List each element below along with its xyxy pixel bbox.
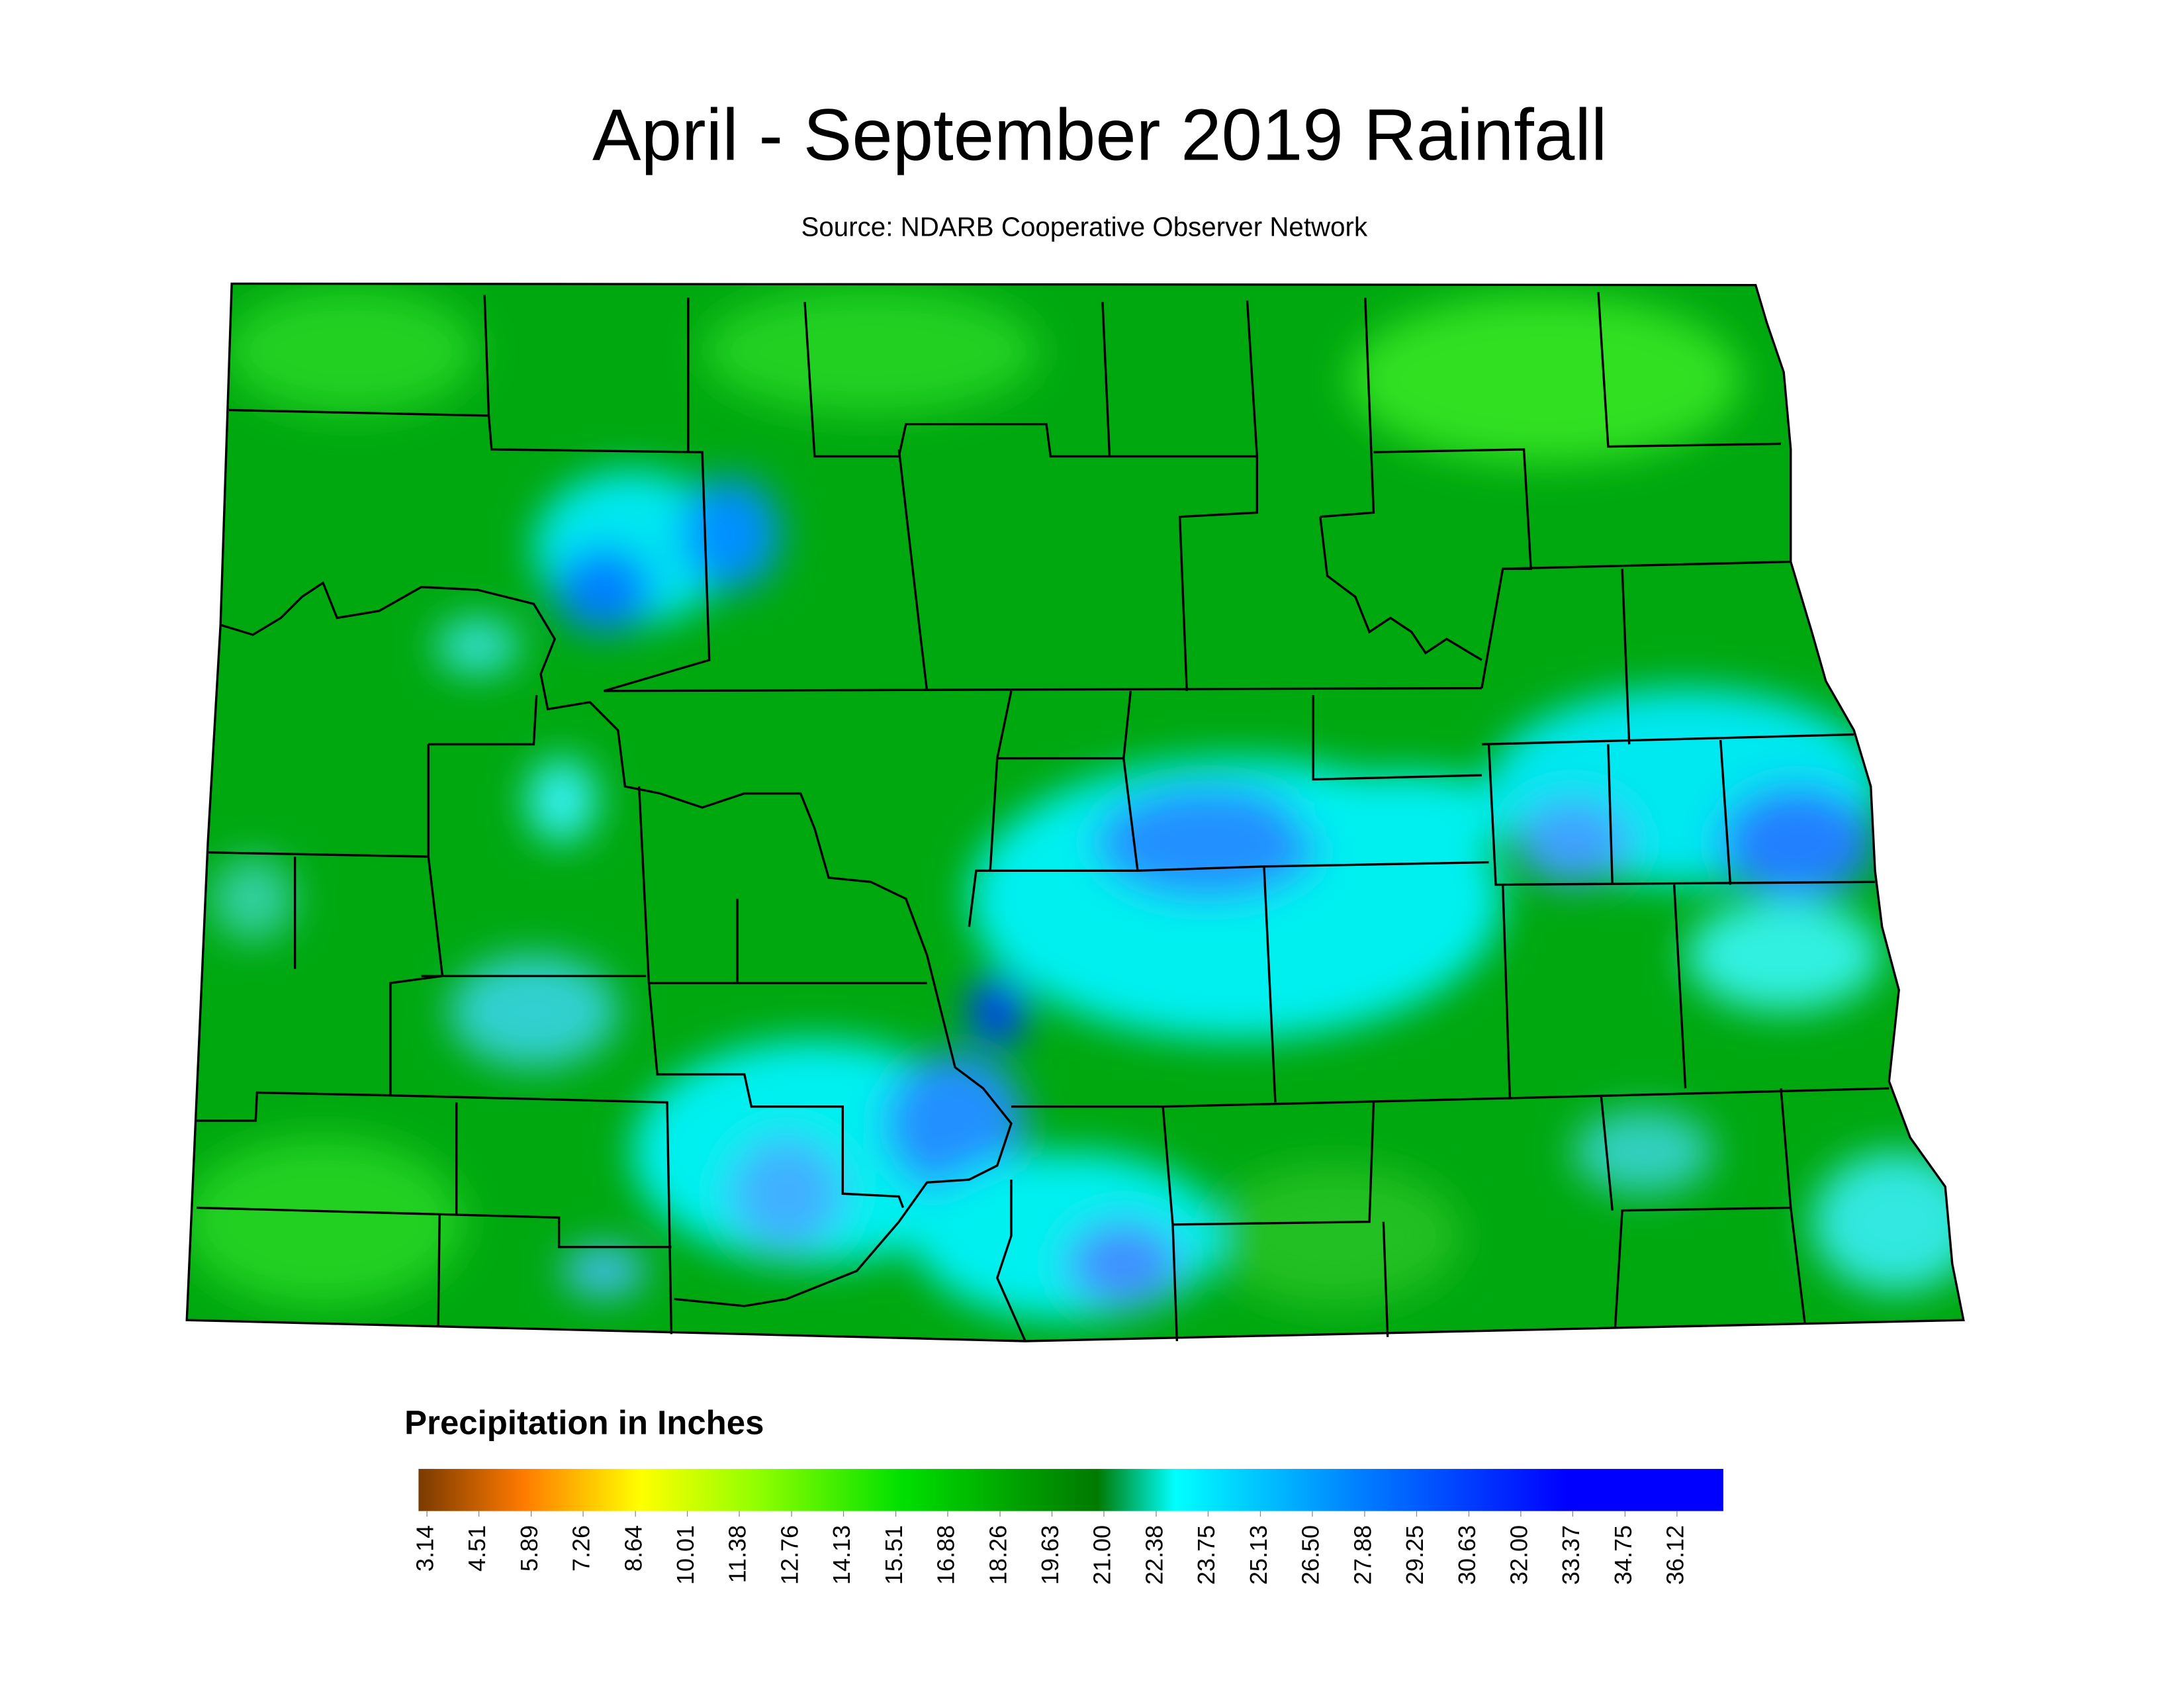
colorbar-tick-label: 12.76 [776,1525,803,1585]
colorbar-tick-label: 5.89 [516,1525,543,1571]
source: Source: NDARB Cooperative Observer Netwo… [801,212,1367,242]
colorbar-tick-label: 29.25 [1401,1525,1428,1585]
colorbar-tick-label: 33.37 [1557,1525,1584,1585]
colorbar-tick-label: 15.51 [880,1525,907,1585]
colorbar-tick-label: 27.88 [1349,1525,1377,1585]
county-borders [185,282,1965,1342]
rainfall-surface [187,283,1964,1341]
colorbar-ticks: 3.14 4.51 5.89 7.26 8.64 10.01 11.38 12.76 14.13… [412,1511,1688,1585]
colorbar-tick-label: 25.13 [1245,1525,1272,1585]
colorbar-tick-label: 26.50 [1297,1525,1324,1585]
colorbar-tick-label: 23.75 [1193,1525,1220,1585]
colorbar-tick-label: 7.26 [568,1525,595,1571]
colorbar-tick-label: 8.64 [620,1525,647,1571]
colorbar-tick-label: 4.51 [463,1525,490,1571]
colorbar-tick-label: 10.01 [672,1525,699,1585]
title: April - September 2019 Rainfall [592,94,1607,175]
colorbar-tick-label: 30.63 [1453,1525,1480,1585]
colorbar-tick-label: 18.26 [985,1525,1012,1585]
colorbar-tick-label: 3.14 [412,1525,439,1571]
colorbar-tick-label: 22.38 [1141,1525,1168,1585]
colorbar-tick-label: 11.38 [724,1525,751,1583]
colorbar-tick-label: 32.00 [1505,1525,1532,1585]
colorbar-tick-label: 21.00 [1089,1525,1116,1585]
colorbar [418,1469,1723,1511]
legend-title: Precipitation in Inches [404,1404,764,1442]
colorbar-tick-label: 34.75 [1610,1525,1637,1585]
colorbar-tick-label: 36.12 [1661,1525,1688,1585]
colorbar-tick-label: 14.13 [828,1525,855,1585]
colorbar-tick-label: 16.88 [933,1525,960,1585]
colorbar-tick-label: 19.63 [1036,1525,1064,1585]
